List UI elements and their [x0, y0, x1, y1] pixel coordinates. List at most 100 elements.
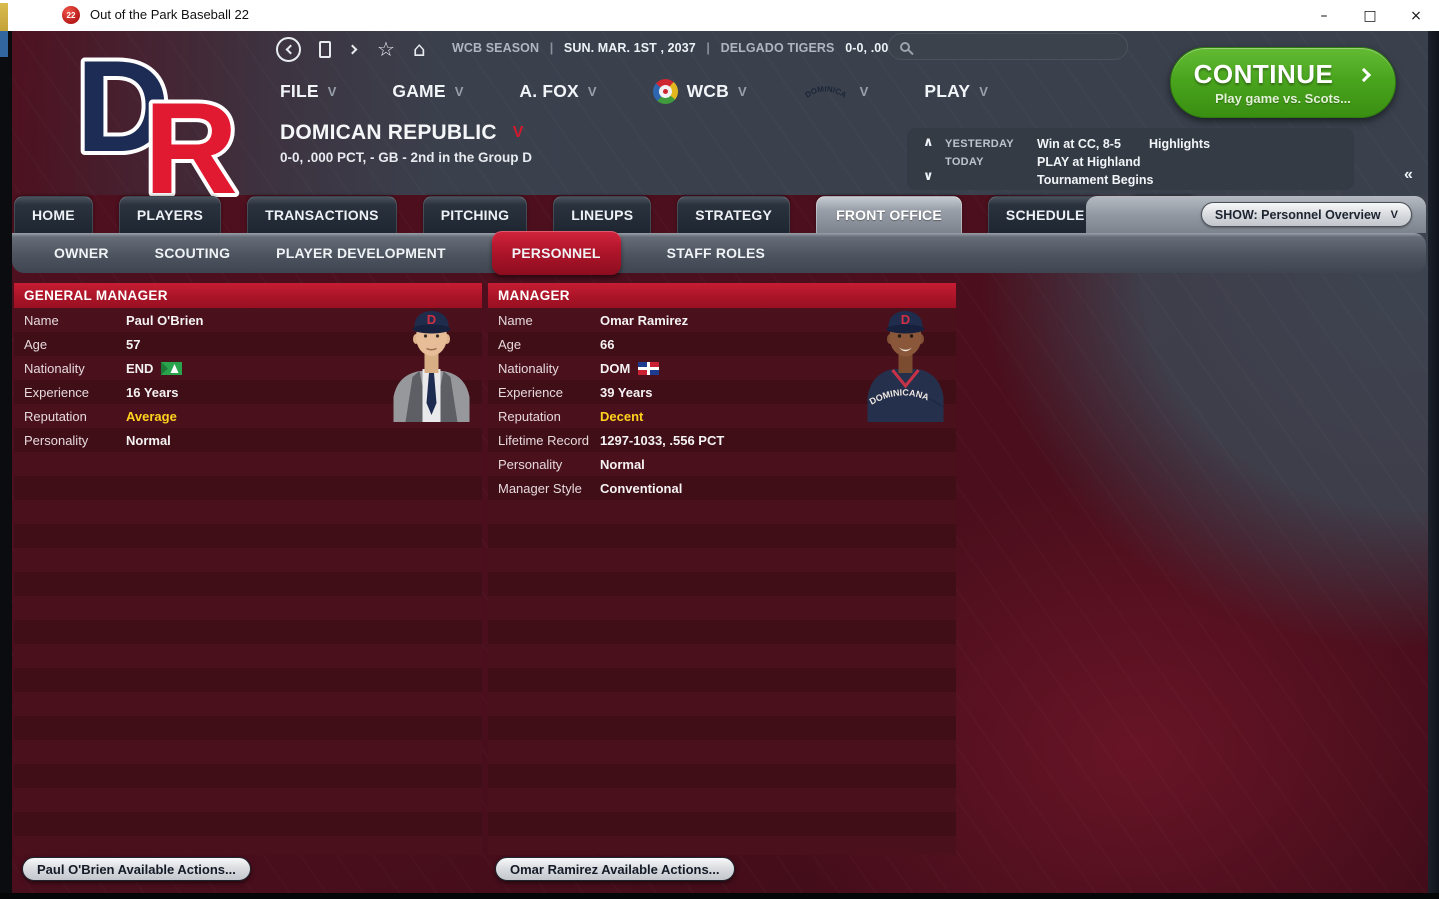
- bottom-letterbox: [0, 893, 1439, 899]
- tab-front-office[interactable]: FRONT OFFICE: [816, 196, 962, 233]
- team-dropdown-chevron[interactable]: V: [512, 124, 524, 141]
- field-value: END: [126, 360, 183, 376]
- gm-portrait[interactable]: D: [385, 285, 478, 422]
- field-label: Personality: [498, 456, 563, 472]
- team-wordmark-logo-icon: DOMINICANA: [803, 78, 848, 100]
- tab-schedule[interactable]: SCHEDULE: [987, 196, 1103, 233]
- menu-manager[interactable]: A. FOX V: [519, 81, 596, 102]
- field-label: Manager Style: [498, 480, 582, 496]
- continue-sublabel: Play game vs. Scots...: [1215, 91, 1351, 106]
- empty-rows-stripes: [488, 500, 956, 855]
- highlights-link[interactable]: Highlights: [1148, 137, 1211, 151]
- manager-portrait[interactable]: DOMINICANA D: [859, 285, 952, 422]
- field-value: Conventional: [600, 480, 683, 496]
- nationality-code: END: [126, 360, 154, 376]
- table-row: Nationality DOM: [488, 356, 956, 380]
- ticker-value: Tournament Begins: [1037, 173, 1154, 187]
- field-value-reputation: Average: [126, 408, 177, 424]
- menu-play[interactable]: PLAY V: [924, 81, 988, 102]
- menu-play-label: PLAY: [924, 80, 971, 101]
- tab-players[interactable]: PLAYERS: [118, 196, 222, 233]
- gm-available-actions-button[interactable]: Paul O'Brien Available Actions...: [22, 857, 251, 881]
- show-selector-label: SHOW: Personnel Overview: [1214, 207, 1381, 222]
- field-value: 57: [126, 336, 141, 352]
- ticker-up-icon[interactable]: ∧: [923, 135, 934, 150]
- separator: |: [549, 41, 554, 55]
- subtab-staff-roles[interactable]: STAFF ROLES: [666, 245, 766, 261]
- manager-attribute-table: Name Omar Ramirez Age 66 Nationality DOM: [488, 308, 956, 500]
- manager-available-actions-button[interactable]: Omar Ramirez Available Actions...: [495, 857, 735, 881]
- tab-home[interactable]: HOME: [14, 196, 93, 233]
- maximize-button[interactable]: □: [1363, 7, 1377, 24]
- menu-file-label: FILE: [280, 80, 319, 101]
- home-icon[interactable]: ⌂: [412, 37, 426, 61]
- nav-toolbar: ☆ ⌂: [276, 35, 426, 63]
- table-row: Personality Normal: [14, 428, 482, 452]
- app-icon-number: 22: [66, 10, 76, 20]
- field-label: Personality: [24, 432, 89, 448]
- ticker-day-label: YESTERDAY: [945, 138, 1014, 150]
- menu-league-wcb[interactable]: WCB V: [652, 78, 747, 104]
- chevron-left-icon: [285, 44, 295, 54]
- window-title: Out of the Park Baseball 22: [90, 7, 249, 22]
- menu-bar: FILE V GAME V A. FOX V WCB V DOMINICANA: [280, 75, 988, 107]
- chevron-down-icon: V: [587, 83, 597, 99]
- background-window-sliver-blue: [0, 31, 8, 57]
- minimize-button[interactable]: –: [1320, 7, 1328, 24]
- field-value: Paul O'Brien: [126, 312, 204, 328]
- subtab-personnel[interactable]: PERSONNEL: [491, 231, 621, 275]
- show-selector-dropdown[interactable]: SHOW: Personnel Overview V: [1200, 202, 1412, 227]
- tab-strategy[interactable]: STRATEGY: [677, 196, 791, 233]
- back-icon[interactable]: [276, 36, 301, 62]
- empty-rows-stripes: [14, 452, 482, 855]
- league-label: WCB SEASON: [452, 41, 540, 55]
- field-label: Experience: [498, 384, 564, 400]
- tab-transactions[interactable]: TRANSACTIONS: [247, 196, 397, 233]
- panel-title: MANAGER: [488, 283, 956, 308]
- subtab-scouting[interactable]: SCOUTING: [154, 245, 231, 261]
- field-value: Normal: [126, 432, 171, 448]
- nationality-code: DOM: [600, 360, 631, 376]
- chevron-down-icon: V: [738, 83, 747, 99]
- window-titlebar: 22 Out of the Park Baseball 22 – □ ×: [0, 0, 1439, 31]
- continue-button[interactable]: CONTINUE Play game vs. Scots...: [1170, 47, 1396, 118]
- screens-icon[interactable]: [319, 40, 331, 58]
- favorites-star-icon[interactable]: ☆: [377, 37, 395, 61]
- field-value: Omar Ramirez: [600, 312, 689, 328]
- field-value: 39 Years: [600, 384, 653, 400]
- chevron-down-icon: V: [327, 83, 337, 99]
- menu-team[interactable]: DOMINICANA V: [803, 78, 869, 104]
- table-row: Personality Normal: [488, 452, 956, 476]
- continue-label: CONTINUE: [1193, 59, 1334, 89]
- close-button[interactable]: ×: [1410, 7, 1422, 24]
- menu-file[interactable]: FILE V: [280, 81, 336, 102]
- menu-wcb-label: WCB: [686, 80, 729, 101]
- forward-icon[interactable]: [347, 44, 358, 54]
- menu-game-label: GAME: [392, 80, 446, 101]
- field-label: Age: [498, 336, 522, 352]
- date-label: SUN. MAR. 1ST , 2037: [563, 41, 696, 55]
- subtab-owner[interactable]: OWNER: [54, 245, 109, 261]
- separator: |: [706, 41, 710, 55]
- tab-lineups[interactable]: LINEUPS: [553, 196, 652, 233]
- ticker-down-icon[interactable]: ∨: [923, 169, 934, 184]
- table-row: Manager Style Conventional: [488, 476, 956, 500]
- tab-pitching[interactable]: PITCHING: [422, 196, 528, 233]
- ticker-row: YESTERDAY Win at CC, 8-5 Highlights: [945, 135, 1210, 153]
- general-manager-panel: GENERAL MANAGER Name Paul O'Brien Age 57…: [14, 283, 482, 855]
- svg-text:DOMINICANA: DOMINICANA: [803, 78, 848, 100]
- field-label: Name: [498, 312, 533, 328]
- collapse-panel-icon[interactable]: «: [1404, 166, 1413, 183]
- main-tab-bar: HOME PLAYERS TRANSACTIONS PITCHING LINEU…: [14, 196, 1199, 233]
- team-label: DELGADO TIGERS: [720, 41, 835, 55]
- subtab-player-development[interactable]: PLAYER DEVELOPMENT: [276, 245, 446, 261]
- svg-text:R: R: [144, 75, 238, 197]
- sub-tab-bar: OWNER SCOUTING PLAYER DEVELOPMENT PERSON…: [12, 231, 1426, 275]
- search-input[interactable]: [888, 33, 1128, 60]
- field-label: Nationality: [498, 360, 559, 376]
- right-window-edge: [1428, 31, 1439, 899]
- background-window-sliver: [0, 3, 8, 31]
- search-icon: [900, 41, 910, 52]
- menu-game[interactable]: GAME V: [392, 81, 463, 102]
